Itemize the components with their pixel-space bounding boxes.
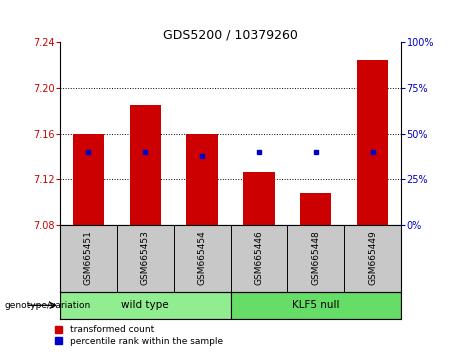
Bar: [130, 105, 161, 225]
Bar: [300, 193, 331, 225]
Bar: [243, 172, 275, 225]
Text: GSM665448: GSM665448: [311, 230, 320, 285]
Text: GSM665453: GSM665453: [141, 230, 150, 285]
Bar: [73, 133, 104, 225]
Text: genotype/variation: genotype/variation: [5, 301, 91, 310]
Bar: [186, 133, 218, 225]
Bar: [60, 292, 230, 319]
Text: GSM665446: GSM665446: [254, 230, 263, 285]
Bar: [357, 59, 388, 225]
Text: wild type: wild type: [121, 300, 169, 310]
Text: GSM665454: GSM665454: [198, 230, 207, 285]
Title: GDS5200 / 10379260: GDS5200 / 10379260: [163, 28, 298, 41]
Text: KLF5 null: KLF5 null: [292, 300, 340, 310]
Text: GSM665451: GSM665451: [84, 230, 93, 285]
Legend: transformed count, percentile rank within the sample: transformed count, percentile rank withi…: [55, 325, 223, 346]
Text: GSM665449: GSM665449: [368, 230, 377, 285]
Bar: [230, 292, 401, 319]
